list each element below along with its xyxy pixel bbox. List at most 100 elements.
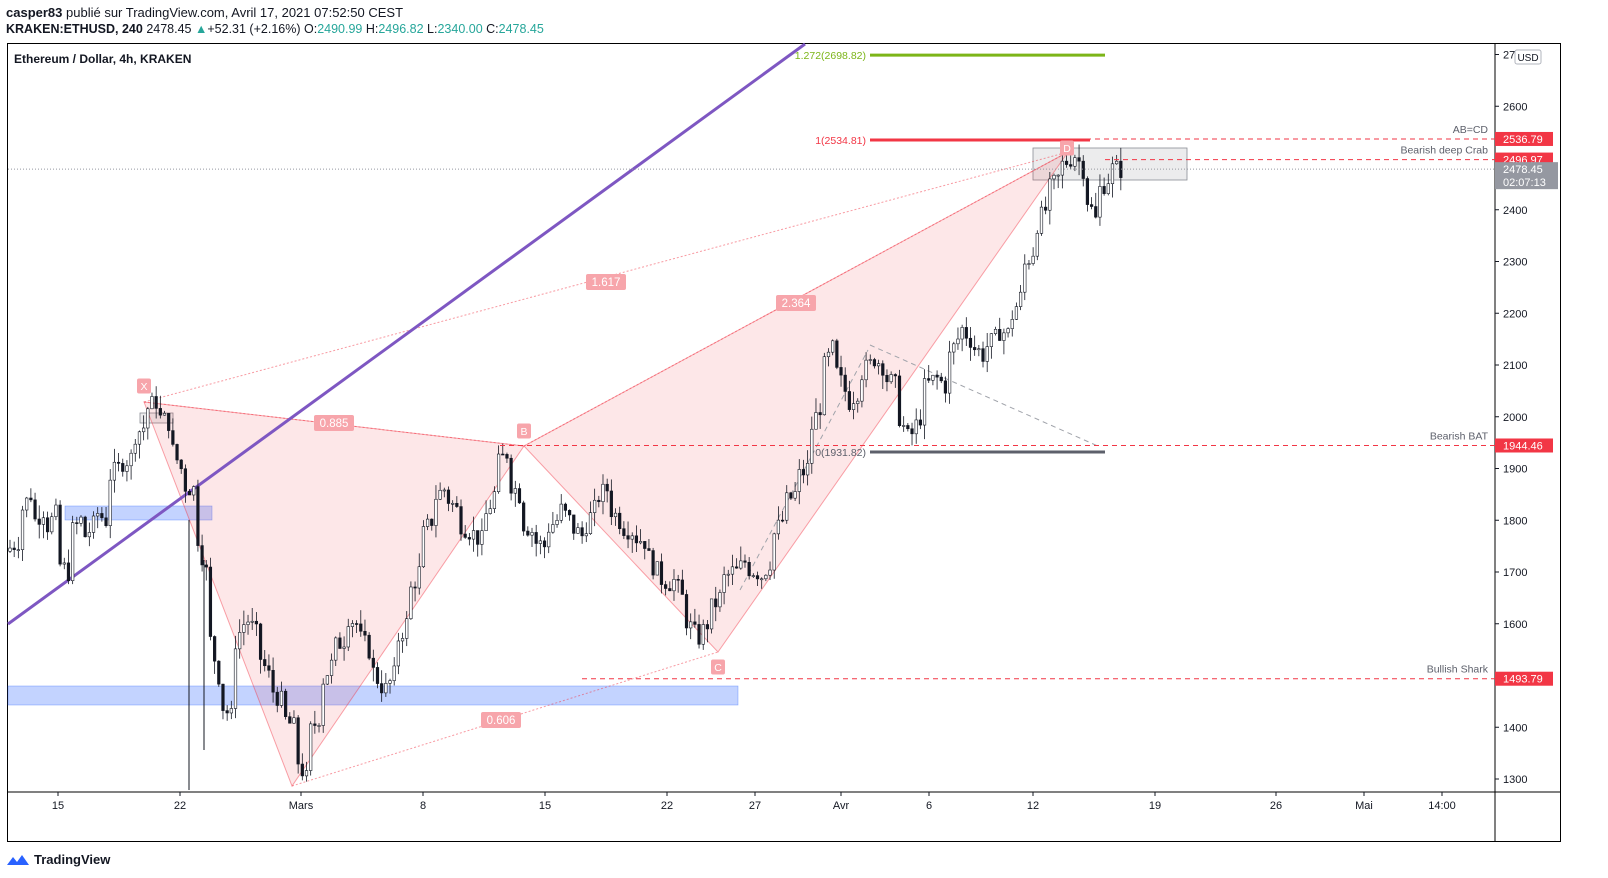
symbol: KRAKEN:ETHUSD, 240 [6, 22, 143, 36]
candle-body [179, 459, 183, 470]
candle-body [634, 535, 639, 544]
candle-body [1052, 174, 1056, 180]
ratio-box-3 [481, 712, 521, 728]
y-tick-1: 1400 [1503, 722, 1527, 734]
candle-body [747, 561, 751, 577]
candle-body [956, 338, 960, 345]
candle-body [442, 489, 446, 492]
candle-body [112, 461, 117, 481]
high-value: 2496.82 [378, 22, 424, 36]
candle-body [530, 532, 534, 536]
candle-body [116, 461, 121, 464]
candle-body [622, 528, 626, 536]
candle-body [288, 716, 292, 724]
candle-body [137, 431, 142, 445]
candle-body [705, 624, 709, 630]
author[interactable]: casper83 [6, 5, 63, 20]
candle-body [580, 527, 584, 537]
chart-frame [7, 43, 1561, 842]
candle-body [1110, 163, 1115, 185]
candle-body [893, 374, 897, 377]
candle-body [1119, 160, 1123, 178]
candle-body [488, 508, 492, 514]
candle-body [843, 374, 847, 392]
x-tick-12: Mai [1355, 800, 1373, 812]
candle-body [922, 378, 927, 426]
xd-ratio-line [143, 151, 1069, 403]
price-tag-text-2: 1944.46 [1503, 440, 1543, 452]
candle-body [87, 532, 91, 538]
candle-body [910, 428, 914, 435]
candle-body [104, 517, 108, 527]
open-value: 2490.99 [317, 22, 363, 36]
candle-body [897, 375, 902, 426]
candle-body [943, 380, 948, 394]
candle-body [392, 665, 396, 681]
candle-body [613, 512, 618, 518]
candle-body [851, 403, 856, 410]
tradingview-brand[interactable]: TradingView [6, 852, 110, 867]
candle-body [1031, 255, 1035, 264]
candle-body [1023, 263, 1027, 293]
candle-body [835, 340, 839, 368]
candle-body [396, 640, 400, 667]
candle-body [939, 376, 943, 382]
candle-body [555, 520, 559, 525]
candle-body [275, 691, 279, 706]
candle-body [780, 519, 785, 522]
candle-body [889, 374, 893, 383]
candle-body [964, 327, 968, 339]
candle-body [1014, 306, 1019, 320]
candle-body [100, 513, 104, 519]
x-tick-13: 14:00 [1428, 800, 1456, 812]
candles [8, 144, 1123, 782]
y-tick-13: 2600 [1503, 101, 1527, 113]
candle-body [664, 584, 668, 589]
candle-body [868, 359, 872, 361]
x-tick-2: Mars [289, 800, 314, 812]
candle-body [655, 561, 659, 576]
candle-body [960, 327, 964, 340]
ratio-label-0: 0.885 [320, 418, 349, 430]
candle-body [693, 621, 697, 625]
candle-body [651, 550, 655, 576]
candle-body [12, 547, 16, 550]
candle-body [71, 522, 75, 582]
ratio-label-2: 2.364 [782, 298, 811, 310]
candle-body [993, 329, 998, 334]
candle-body [162, 413, 167, 416]
candle-body [810, 428, 814, 464]
last-price-tag [1495, 162, 1558, 190]
tradingview-logo-icon [7, 854, 29, 865]
candle-body [505, 454, 509, 459]
candle-body [847, 391, 851, 410]
publish-line: casper83 publié sur TradingView.com, Avr… [6, 5, 403, 20]
candle-body [659, 561, 664, 585]
candle-body [108, 479, 112, 527]
candle-body [1035, 233, 1039, 257]
candle-body [1094, 206, 1098, 218]
last-price: 2478.45 [146, 22, 192, 36]
y-tick-5: 1800 [1503, 515, 1527, 527]
candle-body [334, 637, 338, 661]
candle-body [233, 648, 238, 709]
candle-body [989, 333, 993, 347]
candle-body [267, 665, 271, 671]
candle-body [1060, 160, 1064, 176]
candle-body [62, 562, 66, 565]
candle-body [284, 690, 288, 717]
brand-name: TradingView [34, 852, 111, 867]
candle-body [200, 545, 204, 566]
candle-body [263, 659, 267, 667]
candle-body [417, 566, 421, 589]
low-value: 2340.00 [437, 22, 483, 36]
candle-body [881, 363, 885, 376]
candle-body [981, 348, 985, 362]
candle-body [146, 408, 150, 429]
currency-badge[interactable] [1514, 49, 1542, 65]
ratio-box-0 [314, 415, 354, 431]
ratio-box-1 [586, 274, 626, 290]
candle-body [998, 329, 1002, 341]
candle-body [668, 588, 672, 592]
